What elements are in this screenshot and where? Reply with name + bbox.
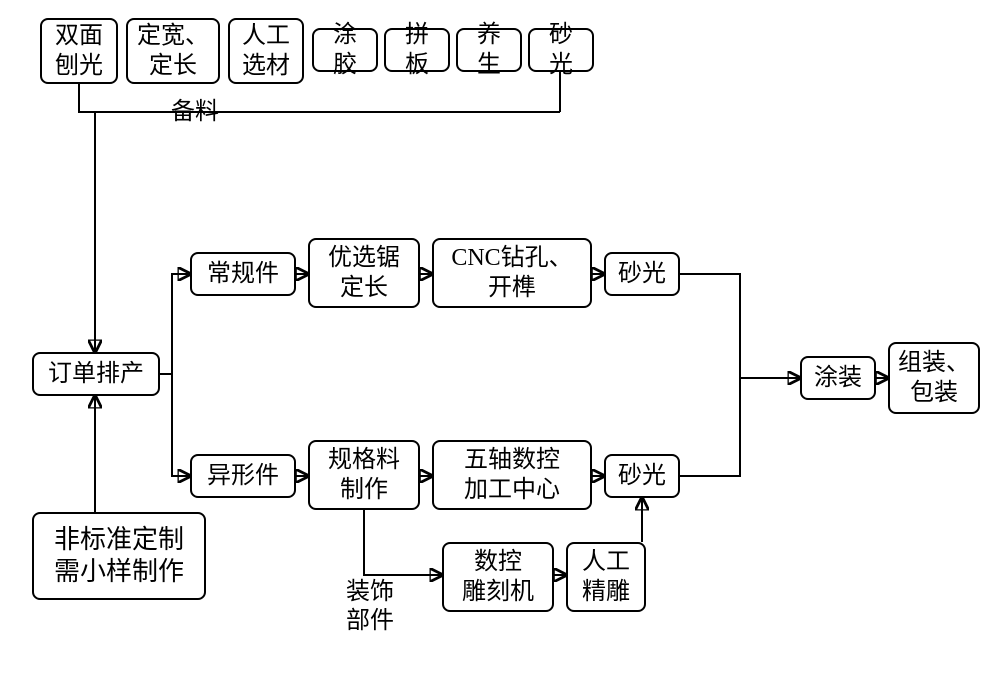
node-n_nonstd: 非标准定制需小样制作 [32, 512, 206, 600]
label-lbl_prep: 备料 [160, 98, 230, 127]
edge-e_order_to_normal [160, 274, 190, 374]
node-n_sand1: 砂光 [604, 252, 680, 296]
node-n_sand2: 砂光 [604, 454, 680, 498]
node-n_handcarve: 人工精雕 [566, 542, 646, 612]
node-n_cure: 养生 [456, 28, 522, 72]
node-n_orderp: 订单排产 [32, 352, 160, 396]
node-n_cnc: CNC钻孔、开榫 [432, 238, 592, 308]
node-n_specmat: 规格料制作 [308, 440, 420, 510]
node-n_panel: 拼板 [384, 28, 450, 72]
label-lbl_deco: 装饰部件 [338, 578, 402, 636]
node-n_glue: 涂胶 [312, 28, 378, 72]
edge-e_sand1_to_merge [680, 274, 740, 378]
node-n_coating: 涂装 [800, 356, 876, 400]
flowchart-stage: 双面刨光定宽、定长人工选材涂胶拼板养生砂光订单排产常规件优选锯定长CNC钻孔、开… [0, 0, 989, 681]
node-n_sand0: 砂光 [528, 28, 594, 72]
node-n_planing: 双面刨光 [40, 18, 118, 84]
node-n_normal: 常规件 [190, 252, 296, 296]
node-n_optsaw: 优选锯定长 [308, 238, 420, 308]
edge-e_sand2_to_merge [680, 378, 740, 476]
node-n_manual: 人工选材 [228, 18, 304, 84]
node-n_shaped: 异形件 [190, 454, 296, 498]
edge-e_order_to_shaped [160, 374, 190, 476]
node-n_cncengr: 数控雕刻机 [442, 542, 554, 612]
edge-e_top_left_down [79, 84, 560, 112]
node-n_fixwl: 定宽、定长 [126, 18, 220, 84]
node-n_fiveaxis: 五轴数控加工中心 [432, 440, 592, 510]
edge-e_spec_to_deco [364, 510, 442, 575]
node-n_assembly: 组装、包装 [888, 342, 980, 414]
